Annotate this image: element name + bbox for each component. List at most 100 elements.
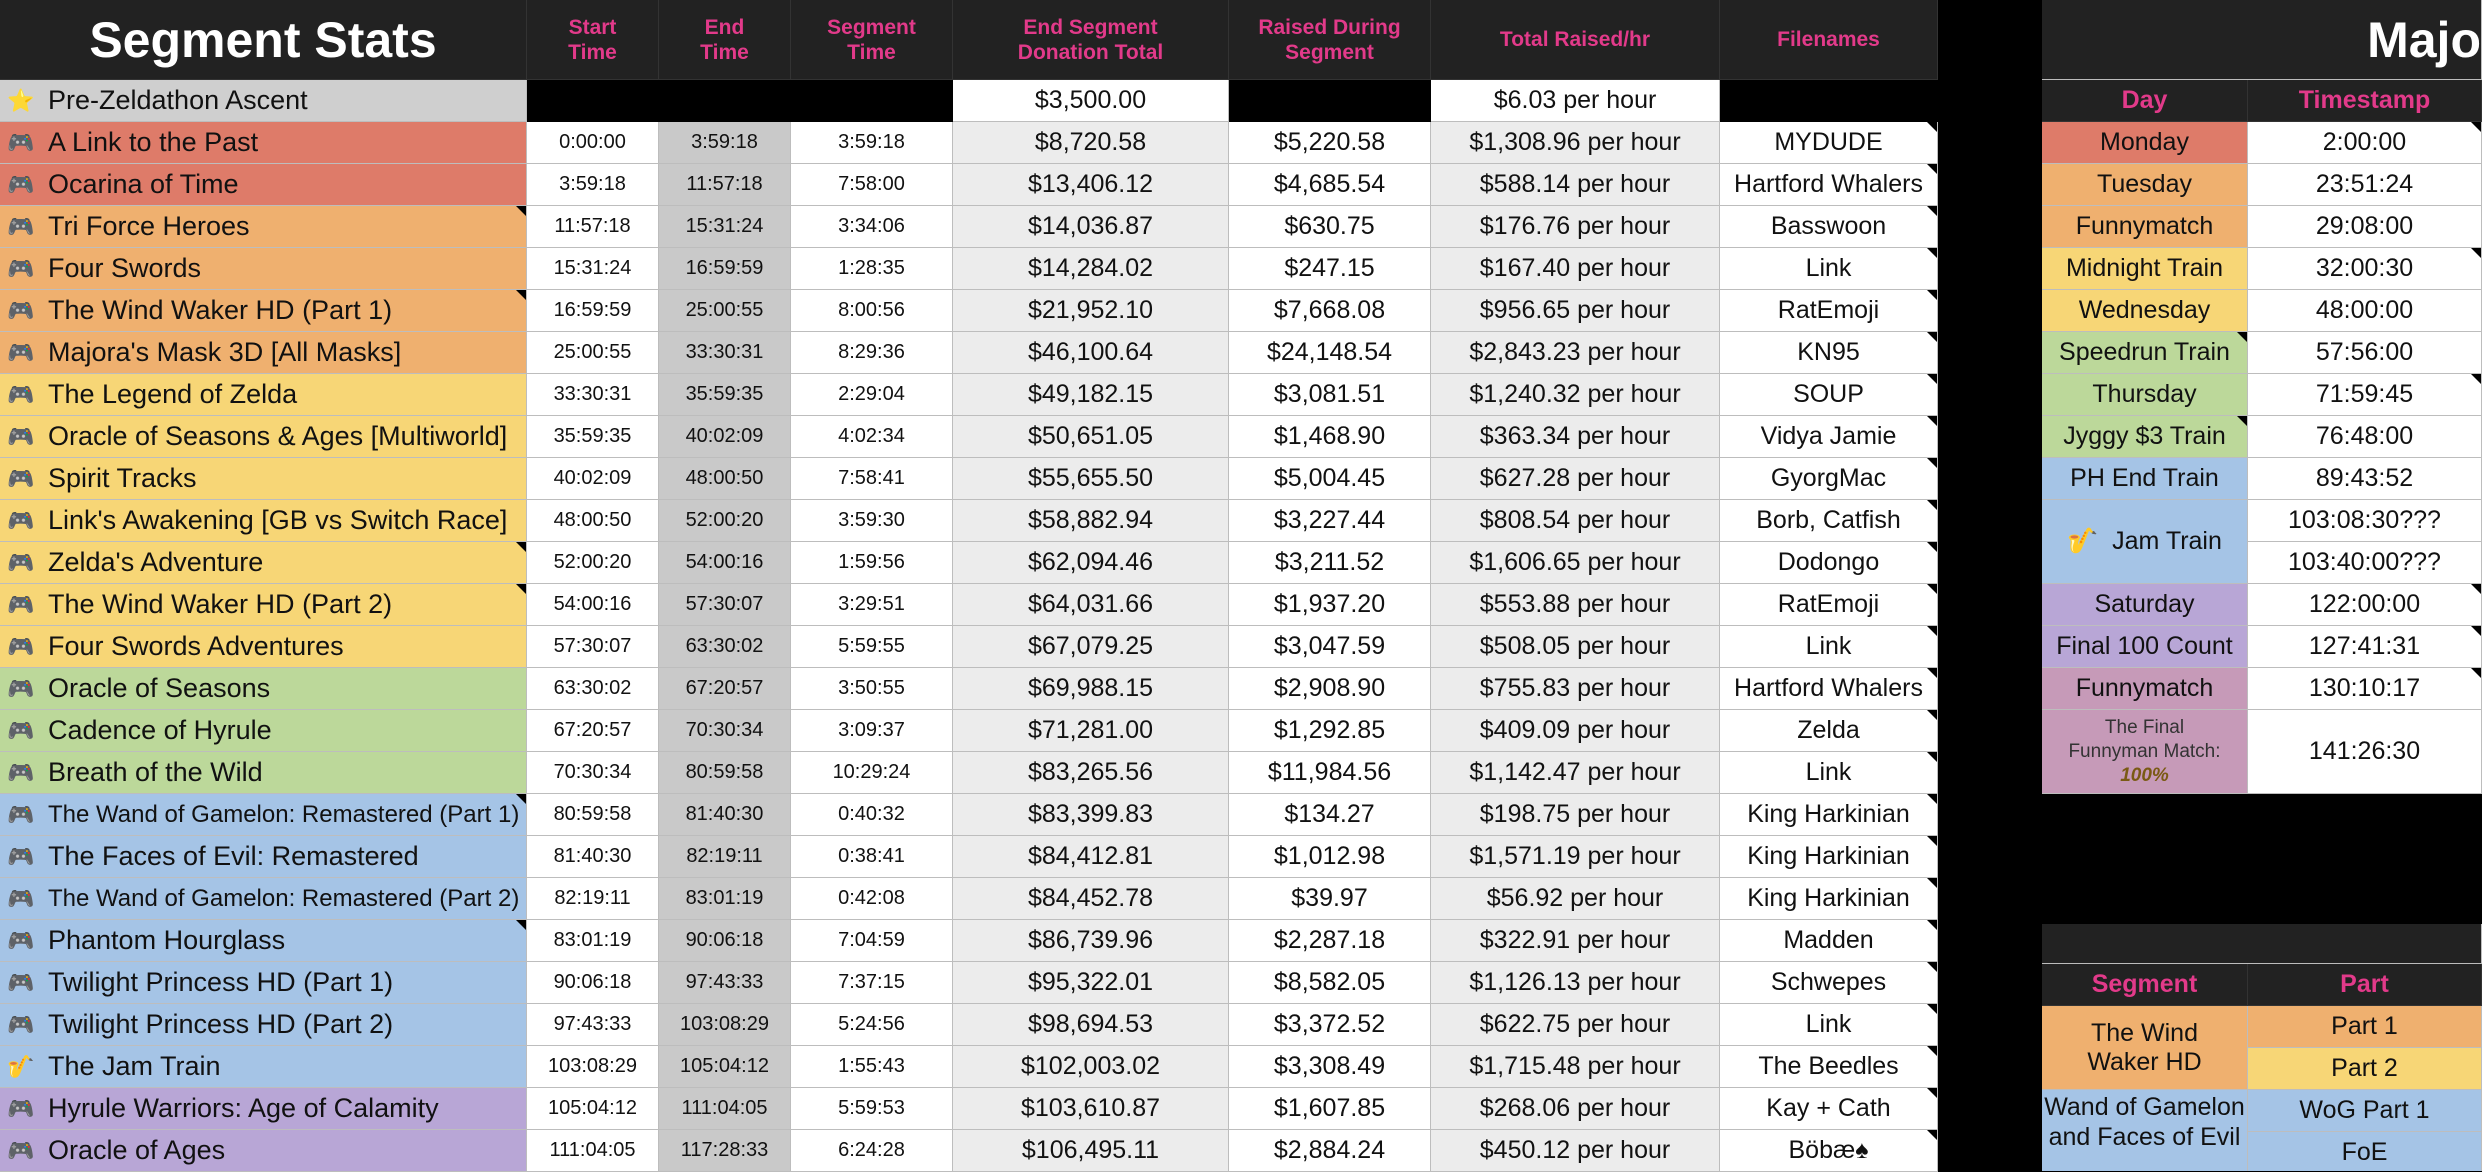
segment-time-cell: 0:40:32	[791, 794, 953, 836]
milestone-label-cell[interactable]: Midnight Train	[2042, 248, 2248, 290]
milestone-label-cell[interactable]: Funnymatch	[2042, 668, 2248, 710]
filename-cell[interactable]: Vidya Jamie	[1720, 416, 1938, 458]
filename-cell[interactable]: Hartford Whalers	[1720, 668, 1938, 710]
segment-row-name[interactable]: 🎮 Twilight Princess HD (Part 2)	[0, 1004, 527, 1046]
segment-row-name[interactable]: 🎮 A Link to the Past	[0, 122, 527, 164]
donation-total: $102,003.02	[1020, 1052, 1161, 1080]
filename-cell[interactable]: King Harkinian	[1720, 836, 1938, 878]
filename-cell[interactable]: King Harkinian	[1720, 878, 1938, 920]
gamepad-icon: 🎮	[7, 843, 35, 869]
start-time: 3:59:18	[559, 173, 626, 195]
milestone-label-cell[interactable]: Wednesday	[2042, 290, 2248, 332]
segment-name: Spirit Tracks	[48, 463, 197, 493]
segment-row-name[interactable]: 🎮 Oracle of Seasons	[0, 668, 527, 710]
segment-row-name[interactable]: 🎮 Oracle of Ages	[0, 1130, 527, 1172]
milestone-label-cell[interactable]: Monday	[2042, 122, 2248, 164]
segment-row-name[interactable]: 🎮 Four Swords	[0, 248, 527, 290]
filename-cell[interactable]: MYDUDE	[1720, 122, 1938, 164]
filename-cell[interactable]: KN95	[1720, 332, 1938, 374]
segment-row-name[interactable]: 🎮 The Wind Waker HD (Part 2)	[0, 584, 527, 626]
segment-row-name[interactable]: 🎮 The Wind Waker HD (Part 1)	[0, 290, 527, 332]
filename-cell[interactable]: King Harkinian	[1720, 794, 1938, 836]
filename-cell[interactable]: Hartford Whalers	[1720, 164, 1938, 206]
gamepad-icon: 🎮	[7, 717, 35, 743]
donation-total-cell: $106,495.11	[953, 1130, 1229, 1172]
segment-wand-gamelon-cell[interactable]: Wand of Gamelon and Faces of Evil	[2042, 1090, 2248, 1171]
filename-cell[interactable]: Link	[1720, 248, 1938, 290]
segment-row-name[interactable]: 🎮 Zelda's Adventure	[0, 542, 527, 584]
segment-row-name[interactable]: 🎮 Tri Force Heroes	[0, 206, 527, 248]
filename-cell[interactable]: Zelda	[1720, 710, 1938, 752]
filename-cell[interactable]: GyorgMac	[1720, 458, 1938, 500]
milestone-label-cell[interactable]: Jyggy $3 Train	[2042, 416, 2248, 458]
row-pre-zeldathon-name[interactable]: ⭐ Pre-Zeldathon Ascent	[0, 80, 527, 122]
segment-time: 8:00:56	[838, 299, 905, 321]
gamepad-icon: 🎮	[7, 255, 35, 281]
segment-part: (Part 2)	[439, 884, 520, 912]
segment-row-name[interactable]: 🎮 Oracle of Seasons & Ages [Multiworld]	[0, 416, 527, 458]
segment-row-name[interactable]: 🎮 Cadence of Hyrule	[0, 710, 527, 752]
segment-wind-waker-cell[interactable]: The Wind Waker HD	[2042, 1006, 2248, 1090]
raised-amount: $630.75	[1284, 212, 1375, 240]
milestone-label-cell[interactable]: Final 100 Count	[2042, 626, 2248, 668]
segment-row-name[interactable]: 🎮 The Wand of Gamelon: Remastered (Part 1…	[0, 794, 527, 836]
raised-cell: $1,012.98	[1229, 836, 1431, 878]
filename-cell[interactable]: Böbæ♠	[1720, 1130, 1938, 1172]
segment-row-name[interactable]: 🎮 Twilight Princess HD (Part 1)	[0, 962, 527, 1004]
end-time: 33:30:31	[685, 341, 764, 363]
segment-row-name[interactable]: 🎮 Hyrule Warriors: Age of Calamity	[0, 1088, 527, 1130]
donation-total: $55,655.50	[1027, 464, 1154, 492]
segment-row-name[interactable]: 🎮 The Legend of Zelda	[0, 374, 527, 416]
segment-row-name[interactable]: 🎷 The Jam Train	[0, 1046, 527, 1088]
filename-cell[interactable]: Dodongo	[1720, 542, 1938, 584]
final-funnyman-cell[interactable]: The Final Funnyman Match: 100%	[2042, 710, 2248, 794]
filename-cell[interactable]: Link	[1720, 1004, 1938, 1046]
segment-row-name[interactable]: 🎮 Four Swords Adventures	[0, 626, 527, 668]
filename-cell[interactable]: Schwepes	[1720, 962, 1938, 1004]
segment-row-name[interactable]: 🎮 Phantom Hourglass	[0, 920, 527, 962]
rate-cell: $1,715.48 per hour	[1431, 1046, 1720, 1088]
segment-time: 7:58:41	[838, 467, 905, 489]
filename-cell[interactable]: SOUP	[1720, 374, 1938, 416]
filename-cell[interactable]: The Beedles	[1720, 1046, 1938, 1088]
filename-cell[interactable]: Borb, Catfish	[1720, 500, 1938, 542]
filename-cell[interactable]: Kay + Cath	[1720, 1088, 1938, 1130]
segment-row-name[interactable]: 🎮 The Wand of Gamelon: Remastered (Part 2…	[0, 878, 527, 920]
donation-total: $86,739.96	[1027, 926, 1154, 954]
segment-row-name[interactable]: 🎮 Link's Awakening [GB vs Switch Race]	[0, 500, 527, 542]
filename-cell[interactable]: Madden	[1720, 920, 1938, 962]
filename-cell[interactable]: Link	[1720, 752, 1938, 794]
jam-train-label-cell[interactable]: 🎷 Jam Train	[2042, 500, 2248, 584]
milestone-label-cell[interactable]: Tuesday	[2042, 164, 2248, 206]
milestone-label-cell[interactable]: Thursday	[2042, 374, 2248, 416]
end-time: 70:30:34	[685, 719, 764, 741]
raised-amount: $134.27	[1284, 800, 1375, 828]
raised-amount: $1,937.20	[1273, 590, 1386, 618]
filename-cell[interactable]: Link	[1720, 626, 1938, 668]
milestone-label: Funnymatch	[2075, 212, 2214, 240]
donation-total: $62,094.46	[1027, 548, 1154, 576]
end-time-cell: 25:00:55	[659, 290, 791, 332]
start-time: 15:31:24	[553, 257, 632, 279]
filename-cell[interactable]: Basswoon	[1720, 206, 1938, 248]
milestone-label-cell[interactable]: Saturday	[2042, 584, 2248, 626]
start-time: 70:30:34	[553, 761, 632, 783]
segment-row-name[interactable]: 🎮 Ocarina of Time	[0, 164, 527, 206]
end-time: 83:01:19	[685, 887, 764, 909]
milestone-label-cell[interactable]: PH End Train	[2042, 458, 2248, 500]
milestone-label-cell[interactable]: Speedrun Train	[2042, 332, 2248, 374]
filename-cell[interactable]: RatEmoji	[1720, 290, 1938, 332]
rate-cell: $268.06 per hour	[1431, 1088, 1720, 1130]
donation-total-cell: $69,988.15	[953, 668, 1229, 710]
segment-row-name[interactable]: 🎮 Breath of the Wild	[0, 752, 527, 794]
donation-total: $49,182.15	[1027, 380, 1154, 408]
segment-time-cell: 3:34:06	[791, 206, 953, 248]
segment-row-name[interactable]: 🎮 Majora's Mask 3D [All Masks]	[0, 332, 527, 374]
filename-cell[interactable]: RatEmoji	[1720, 584, 1938, 626]
raised-amount: $1,468.90	[1273, 422, 1386, 450]
end-time-cell: 57:30:07	[659, 584, 791, 626]
gamepad-icon: 🎮	[7, 885, 35, 911]
milestone-label-cell[interactable]: Funnymatch	[2042, 206, 2248, 248]
segment-row-name[interactable]: 🎮 The Faces of Evil: Remastered	[0, 836, 527, 878]
segment-row-name[interactable]: 🎮 Spirit Tracks	[0, 458, 527, 500]
